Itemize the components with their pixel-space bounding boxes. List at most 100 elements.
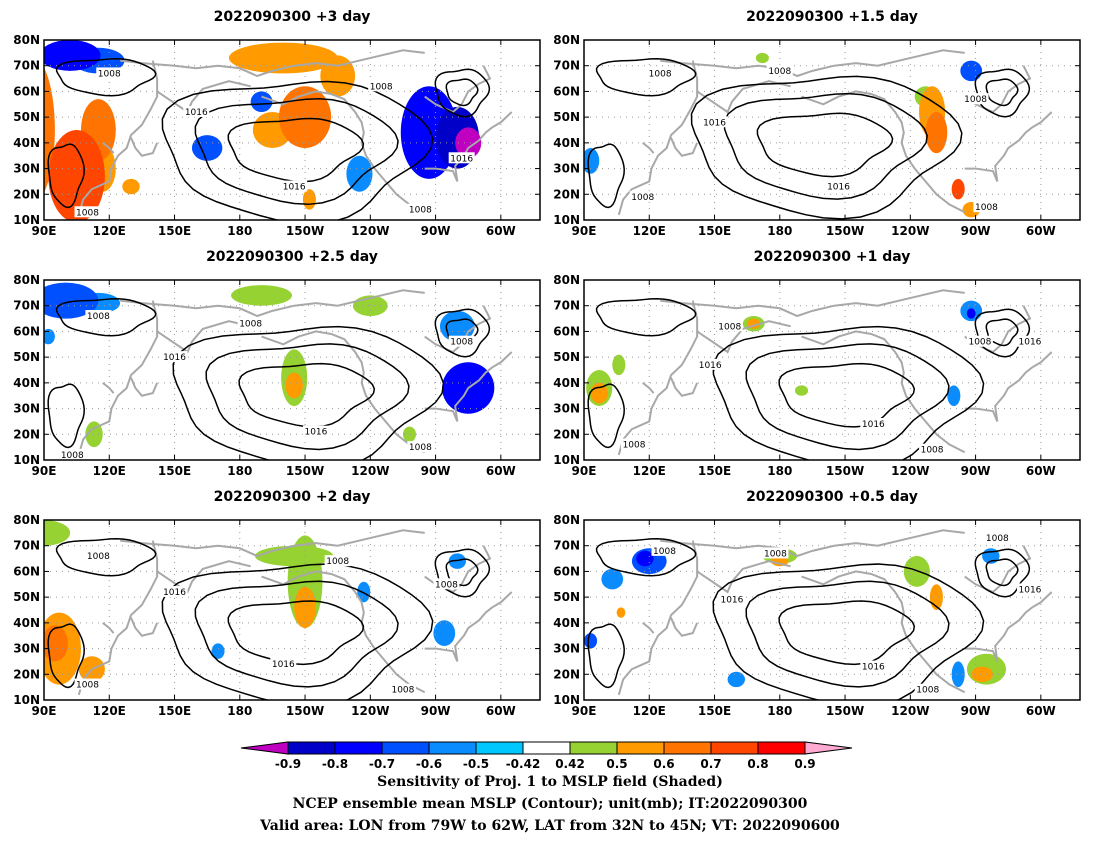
sensitivity-blob [402,426,417,442]
sensitivity-blob [357,581,371,603]
colorbar-label: 0.42 [555,757,585,771]
graticule [584,520,1080,700]
coastline [120,289,425,318]
coastline [801,330,966,454]
lon-tick-label: 150W [286,704,324,718]
contour-label: 1008 [239,320,262,330]
contour-label: 1008 [450,338,473,348]
panel-title: 2022090300 +1 day [754,249,911,265]
lon-tick-label: 120E [93,464,126,478]
lon-tick-label: 60W [486,464,516,478]
contour-label: 1008 [968,338,991,348]
contour-label: 1008 [718,322,741,332]
mslp-contour [205,343,410,451]
mslp-contour [974,68,1031,118]
mslp-contour [238,362,376,428]
lon-tick-label: 90W [961,464,991,478]
lon-tick-label: 120E [633,464,666,478]
lon-tick-label: 180 [767,224,792,238]
lon-tick-label: 150W [826,464,864,478]
coastline [77,60,159,216]
lon-tick-label: 180 [767,704,792,718]
lon-tick-label: 60W [486,224,516,238]
map-content: 1008 1008 1016 1016 1016 1008 1008 [44,40,540,220]
coastline [801,570,966,694]
lon-tick-label: 90W [961,704,991,718]
coastline [670,377,699,397]
contour-label: 1008 [76,681,99,691]
coastline [130,377,159,397]
contour-label: 1008 [326,557,349,567]
lat-tick-label: 80N [553,513,580,527]
sensitivity-blob [191,135,223,161]
contour-label: 1016 [720,596,743,606]
sensitivity-blob [616,607,626,618]
colorbar-swatch [757,741,806,755]
sensitivity-blob [960,60,983,82]
lon-tick-label: 120E [93,704,126,718]
lat-tick-label: 60N [553,84,580,98]
lon-tick-label: 180 [227,464,252,478]
colorbar-swatch [522,741,571,755]
lat-tick-label: 40N [13,376,40,390]
coastline [642,142,655,154]
lat-tick-label: 70N [553,299,580,313]
sensitivity-blob [771,556,789,567]
lat-tick-label: 50N [553,110,580,124]
contour-label: 1008 [87,552,110,562]
mslp-contour [712,325,985,460]
lon-tick-label: 60W [1026,224,1056,238]
coastline [120,529,425,558]
coastline [102,622,115,634]
lon-tick-label: 120E [93,224,126,238]
sensitivity-blob [294,586,316,629]
lat-tick-label: 20N [13,187,40,201]
mslp-contour [745,580,950,688]
contour-label: 1008 [916,686,939,696]
contour-label: 1008 [768,67,791,77]
panel-frame [43,519,541,701]
lon-tick-label: 90W [421,224,451,238]
lat-tick-label: 50N [553,350,580,364]
mslp-contour [47,383,85,449]
contour-label: 1008 [409,206,432,216]
sensitivity-blob [44,67,55,193]
lat-tick-label: 40N [553,136,580,150]
colorbar-label: -0.7 [369,757,395,771]
colorbar-label: -0.9 [275,757,301,771]
mslp-contour [712,563,985,700]
sensitivity-blob [433,620,456,647]
lon-tick-label: 90E [572,704,597,718]
lat-tick-label: 40N [553,616,580,630]
sensitivity-blob [455,127,482,159]
lat-tick-label: 10N [553,213,580,227]
lon-tick-label: 120W [351,704,389,718]
lat-tick-label: 60N [13,84,40,98]
colorbar-label: 0.9 [794,757,815,771]
coastline [964,65,1032,114]
lat-tick-label: 20N [553,187,580,201]
colorbar-swatch [569,741,618,755]
lat-tick-label: 30N [13,162,40,176]
panel-frame [43,39,541,221]
sensitivity-blob [601,568,624,590]
lon-tick-label: 180 [767,464,792,478]
lat-tick-label: 60N [553,564,580,578]
lat-tick-label: 10N [13,453,40,467]
coastline [77,540,159,696]
lat-tick-label: 50N [13,350,40,364]
contour-label: 1016 [827,183,850,193]
sensitivity-blob [48,130,105,220]
sensitivity-blob [44,625,68,662]
colorbar-label: 0.7 [700,757,721,771]
lat-tick-label: 50N [553,590,580,604]
lat-tick-label: 50N [13,110,40,124]
coastline [156,80,251,114]
sensitivity-blob [320,55,356,97]
mslp-contour [756,112,894,178]
lon-tick-label: 90W [961,224,991,238]
map-content: 1008 1008 1016 1016 1008 1008 1008 [584,40,1080,220]
coastline [130,137,159,157]
lon-tick-label: 120W [351,224,389,238]
